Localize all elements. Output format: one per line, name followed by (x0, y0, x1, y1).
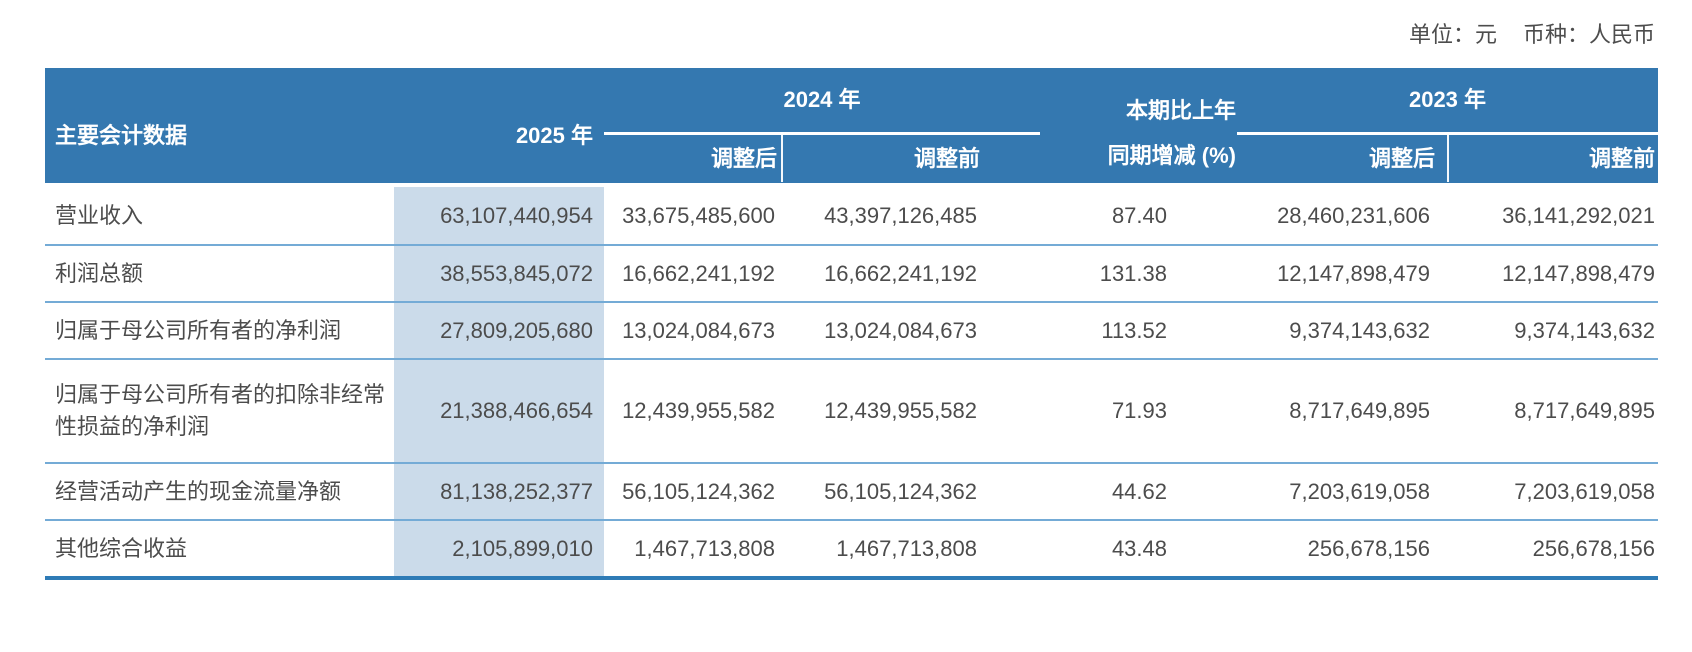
cell-2024-adjusted-value: 56,105,124,362 (622, 478, 775, 504)
header-2024-underline (604, 132, 1040, 135)
cell-2024-original-value: 43,397,126,485 (824, 202, 977, 228)
cell-change-pct: 113.52 (1101, 317, 1167, 343)
row-label: 归属于母公司所有者的净利润 (55, 317, 342, 343)
row-label: 归属于母公司所有者的扣除非经常性损益的净利润 (55, 382, 386, 439)
cell-2024-adjusted-value: 12,439,955,582 (622, 398, 775, 423)
table-row: 归属于母公司所有者的净利润 27,809,205,680 13,024,084,… (45, 301, 1658, 358)
cell-change-pct: 131.38 (1099, 260, 1167, 286)
cell-2024-original-value: 16,662,241,192 (824, 260, 977, 286)
cell-2023-original-value: 12,147,898,479 (1502, 260, 1655, 286)
header-2023-group-label: 2023 年 (1408, 87, 1487, 112)
cell-change-pct: 71.93 (1111, 398, 1167, 423)
header-change-label: 本期比上年 同期增减 (%) (1042, 88, 1237, 178)
header-change-line1: 本期比上年 (1125, 98, 1236, 123)
cell-2023-adjusted-value: 8,717,649,895 (1289, 398, 1430, 423)
cell-2024-adjusted-value: 33,675,485,600 (622, 202, 775, 228)
header-main-label: 主要会计数据 (55, 122, 188, 148)
row-label: 利润总额 (55, 260, 144, 286)
cell-2024-adjusted-value: 1,467,713,808 (634, 535, 775, 561)
cell-2023-adjusted-value: 9,374,143,632 (1289, 317, 1430, 343)
table-body: 营业收入 63,107,440,954 33,675,485,600 43,39… (45, 187, 1658, 576)
table-row: 归属于母公司所有者的扣除非经常性损益的净利润 21,388,466,654 12… (45, 358, 1658, 462)
cell-2024-adjusted-value: 13,024,084,673 (622, 317, 775, 343)
cell-change-pct: 43.48 (1111, 535, 1167, 561)
financial-summary-table: 主要会计数据 2025 年 2024 年 调整后 调整前 本期比上年 同期增减 … (45, 68, 1658, 580)
cell-2023-original-value: 8,717,649,895 (1514, 398, 1655, 423)
cell-2023-adjusted-value: 28,460,231,606 (1277, 202, 1430, 228)
unit-label: 单位：元 (1408, 22, 1497, 47)
cell-2025-value: 81,138,252,377 (394, 464, 604, 519)
table-bottom-border (45, 576, 1658, 580)
cell-2024-adjusted-value: 16,662,241,192 (622, 260, 775, 286)
header-2023-adjusted-before-label: 调整前 (1588, 146, 1655, 171)
header-2024-adjusted-after-label: 调整后 (710, 146, 777, 171)
cell-2025-value: 63,107,440,954 (394, 187, 604, 244)
table-header: 主要会计数据 2025 年 2024 年 调整后 调整前 本期比上年 同期增减 … (45, 68, 1658, 183)
cell-2025-value: 27,809,205,680 (394, 303, 604, 358)
cell-change-pct: 87.40 (1111, 202, 1167, 228)
header-2024-adjusted-before-label: 调整前 (913, 146, 980, 171)
table-row: 经营活动产生的现金流量净额 81,138,252,377 56,105,124,… (45, 462, 1658, 519)
cell-2025-value: 21,388,466,654 (394, 360, 604, 462)
cell-2023-original-value: 36,141,292,021 (1502, 202, 1655, 228)
cell-2024-original-value: 12,439,955,582 (824, 398, 977, 423)
cell-2023-adjusted-value: 7,203,619,058 (1289, 478, 1430, 504)
row-label: 营业收入 (55, 202, 144, 228)
cell-2023-original-value: 256,678,156 (1532, 535, 1655, 561)
cell-change-pct: 44.62 (1111, 478, 1167, 504)
table-row: 其他综合收益 2,105,899,010 1,467,713,808 1,467… (45, 519, 1658, 576)
cell-2025-value: 38,553,845,072 (394, 246, 604, 301)
table-row: 利润总额 38,553,845,072 16,662,241,192 16,66… (45, 244, 1658, 301)
header-change-line2: 同期增减 (%) (1107, 143, 1236, 168)
header-2024-group-label: 2024 年 (783, 87, 861, 112)
header-2024-subcolumn-divider (781, 134, 783, 182)
cell-2024-original-value: 1,467,713,808 (836, 535, 977, 561)
header-2023-underline (1237, 132, 1658, 135)
row-label: 其他综合收益 (55, 535, 188, 561)
cell-2023-adjusted-value: 256,678,156 (1307, 535, 1430, 561)
cell-2023-original-value: 7,203,619,058 (1514, 478, 1655, 504)
cell-2024-original-value: 56,105,124,362 (824, 478, 977, 504)
header-2023-adjusted-after-label: 调整后 (1368, 146, 1435, 171)
cell-2024-original-value: 13,024,084,673 (824, 317, 977, 343)
header-2023-subcolumn-divider (1447, 134, 1449, 182)
row-label: 经营活动产生的现金流量净额 (55, 478, 342, 504)
header-2025-label: 2025 年 (515, 122, 593, 148)
cell-2023-adjusted-value: 12,147,898,479 (1277, 260, 1430, 286)
cell-2023-original-value: 9,374,143,632 (1514, 317, 1655, 343)
cell-2025-value: 2,105,899,010 (394, 521, 604, 576)
unit-currency-line: 单位：元 币种：人民币 (1409, 17, 1655, 49)
table-row: 营业收入 63,107,440,954 33,675,485,600 43,39… (45, 187, 1658, 244)
currency-label: 币种：人民币 (1522, 22, 1655, 47)
